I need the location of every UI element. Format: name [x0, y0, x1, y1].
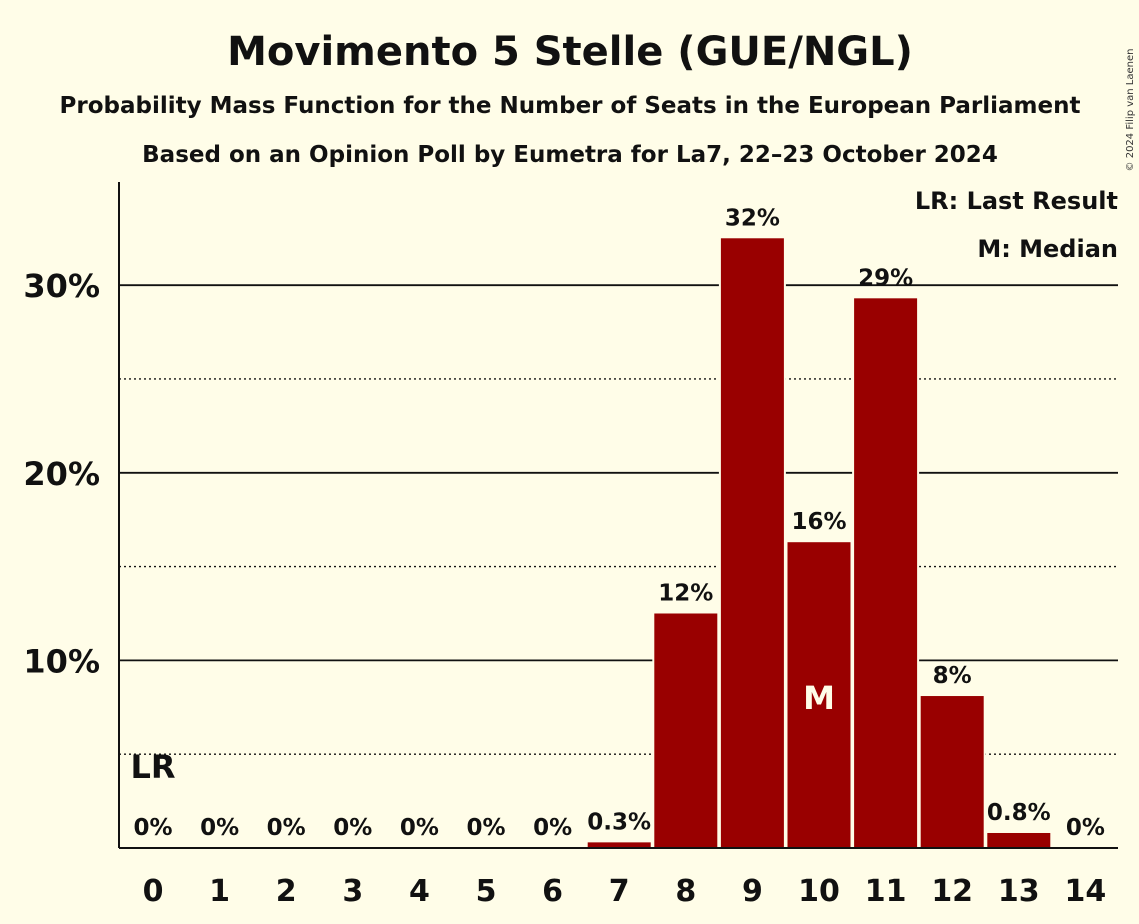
chart-subtitle-source: Based on an Opinion Poll by Eumetra for … [142, 142, 998, 168]
data-label-4: 0% [400, 815, 439, 841]
legend-median: M: Median [977, 235, 1118, 263]
data-label-7: 0.3% [587, 809, 651, 835]
bar-12 [920, 696, 984, 848]
last-result-marker: LR [130, 748, 175, 786]
x-tick-label-4: 4 [409, 874, 430, 909]
x-tick-label-12: 12 [931, 874, 973, 909]
data-label-12: 8% [933, 663, 972, 689]
y-tick-label-10: 10% [23, 642, 100, 680]
x-tick-label-11: 11 [865, 874, 907, 909]
y-axis-ticks: 10% 20% 30% [23, 267, 100, 680]
data-label-5: 0% [466, 815, 505, 841]
data-label-2: 0% [267, 815, 306, 841]
x-axis-ticks: 0 1 2 3 4 5 6 7 8 9 10 11 12 13 14 [143, 874, 1107, 909]
x-tick-label-6: 6 [542, 874, 563, 909]
legend-last-result: LR: Last Result [915, 187, 1118, 215]
x-tick-label-10: 10 [798, 874, 840, 909]
copyright-notice: © 2024 Filip van Laenen [1125, 49, 1136, 172]
x-tick-label-7: 7 [609, 874, 630, 909]
bar-8 [654, 613, 718, 848]
bar-9 [720, 238, 784, 849]
bar-13 [987, 832, 1051, 848]
bar-11 [854, 298, 918, 848]
x-tick-label-13: 13 [998, 874, 1040, 909]
data-label-8: 12% [658, 580, 713, 606]
gridlines [119, 284, 1118, 755]
chart-title: Movimento 5 Stelle (GUE/NGL) [227, 29, 913, 75]
data-label-13: 0.8% [987, 800, 1051, 826]
x-tick-label-8: 8 [675, 874, 696, 909]
x-tick-label-5: 5 [476, 874, 497, 909]
bars [585, 236, 1053, 849]
data-label-6: 0% [533, 815, 572, 841]
y-tick-label-20: 20% [23, 455, 100, 493]
x-tick-label-0: 0 [143, 874, 164, 909]
data-label-9: 32% [725, 205, 780, 231]
x-tick-label-2: 2 [276, 874, 297, 909]
x-tick-label-3: 3 [342, 874, 363, 909]
data-label-0: 0% [133, 815, 172, 841]
x-tick-label-1: 1 [209, 874, 230, 909]
data-label-14: 0% [1066, 815, 1105, 841]
y-tick-label-30: 30% [23, 267, 100, 305]
data-label-11: 29% [858, 265, 913, 291]
data-label-1: 0% [200, 815, 239, 841]
bar-10 [787, 542, 851, 848]
bar-7 [587, 842, 651, 848]
data-label-3: 0% [333, 815, 372, 841]
data-labels: 0% 0% 0% 0% 0% 0% 0% 0.3% 12% 32% 16% 29% 8% 0.8% 0% M L… [130, 205, 1104, 841]
x-tick-label-14: 14 [1065, 874, 1107, 909]
median-marker: M [803, 679, 835, 717]
chart-subtitle: Probability Mass Function for the Number… [60, 93, 1081, 119]
data-label-10: 16% [791, 509, 846, 535]
x-tick-label-9: 9 [742, 874, 763, 909]
